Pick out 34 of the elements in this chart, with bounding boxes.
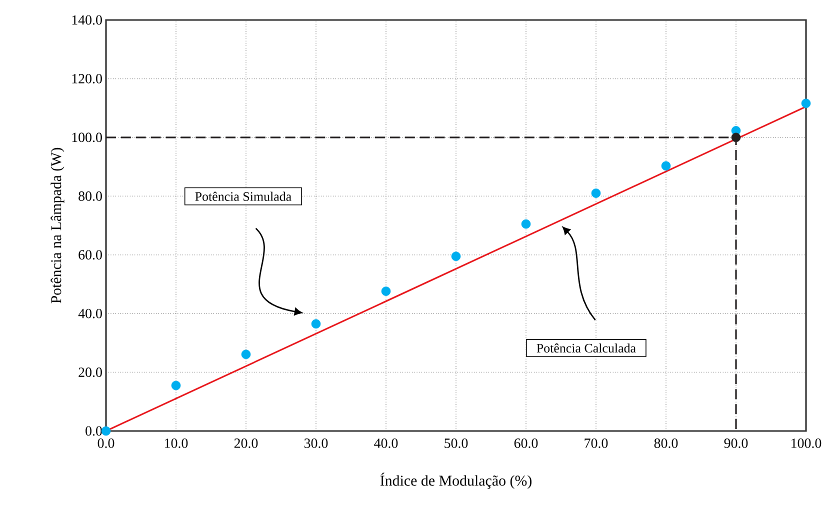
y-tick-label: 60.0 [78,250,102,260]
point [591,188,601,198]
x-tick-label: 50.0 [444,438,468,448]
y-tick-label: 20.0 [78,368,102,378]
x-tick-label: 60.0 [514,438,538,448]
x-tick-label: 70.0 [584,438,608,448]
point [521,219,531,229]
y-axis-title: Potência na Lâmpada (W) [50,148,64,304]
x-tick-label: 30.0 [304,438,328,448]
point [661,161,671,171]
y-tick-label: 120.0 [72,74,102,84]
point [171,380,181,390]
point [731,132,741,142]
x-tick-label: 100.0 [792,438,822,448]
point [311,319,321,329]
x-tick-label: 10.0 [165,438,188,448]
annotation: Potência Simulada [195,192,292,201]
point [101,426,111,436]
x-tick-label: 90.0 [724,438,748,448]
x-tick-label: 40.0 [374,438,398,448]
x-tick-label: 20.0 [234,438,258,448]
point [241,350,251,360]
point [381,286,391,296]
x-tick-label: 0.0 [98,438,114,448]
y-tick-label: 140.0 [72,15,102,25]
y-tick-label: 0.0 [86,426,102,436]
annotation: Potência Calculada [536,343,636,353]
y-tick-label: 40.0 [78,308,102,318]
y-tick-label: 100.0 [72,132,102,142]
y-tick-label: 80.0 [78,191,102,201]
point [451,252,461,262]
x-axis-title: Índice de Modulação (%) [380,472,532,489]
x-tick-label: 80.0 [654,438,678,448]
point [801,98,811,108]
